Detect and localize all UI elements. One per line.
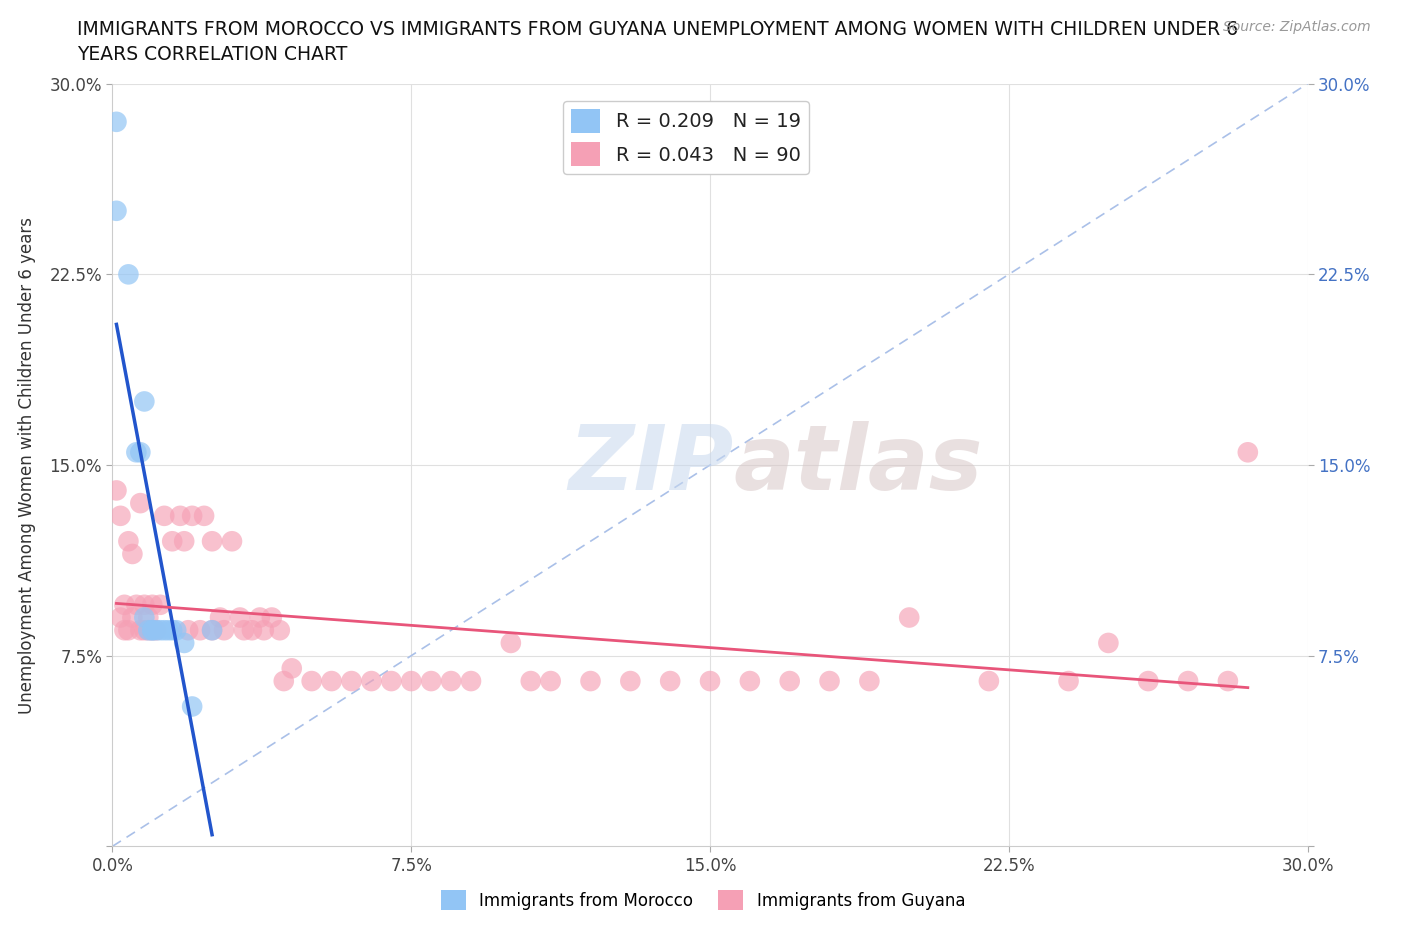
Point	[105, 114, 128, 129]
Point	[162, 623, 183, 638]
Point	[110, 610, 132, 625]
Point	[129, 445, 152, 459]
Point	[134, 394, 156, 409]
Text: YEARS CORRELATION CHART: YEARS CORRELATION CHART	[77, 45, 347, 63]
Point	[149, 623, 172, 638]
Point	[619, 673, 641, 688]
Point	[340, 673, 363, 688]
Point	[181, 699, 204, 714]
Point	[117, 623, 139, 638]
Point	[360, 673, 382, 688]
Point	[201, 623, 224, 638]
Point	[1097, 635, 1119, 650]
Point	[114, 597, 135, 612]
Point	[1216, 673, 1239, 688]
Point	[233, 623, 256, 638]
Point	[157, 623, 180, 638]
Point	[540, 673, 562, 688]
Point	[1177, 673, 1199, 688]
Point	[193, 509, 215, 524]
Point	[249, 610, 271, 625]
Point	[579, 673, 602, 688]
Point	[138, 623, 160, 638]
Point	[153, 623, 176, 638]
Point	[201, 623, 224, 638]
Point	[273, 673, 295, 688]
Point	[141, 597, 163, 612]
Point	[520, 673, 543, 688]
Point	[460, 673, 482, 688]
Point	[188, 623, 211, 638]
Point	[212, 623, 235, 638]
Text: ZIP: ZIP	[568, 421, 734, 509]
Point	[134, 597, 156, 612]
Point	[134, 610, 156, 625]
Point	[260, 610, 283, 625]
Text: Source: ZipAtlas.com: Source: ZipAtlas.com	[1223, 20, 1371, 34]
Point	[141, 623, 163, 638]
Point	[281, 661, 304, 676]
Point	[221, 534, 243, 549]
Point	[1137, 673, 1160, 688]
Point	[499, 635, 522, 650]
Point	[134, 623, 156, 638]
Point	[125, 597, 148, 612]
Point	[125, 445, 148, 459]
Point	[105, 483, 128, 498]
Legend: R = 0.209   N = 19, R = 0.043   N = 90: R = 0.209 N = 19, R = 0.043 N = 90	[564, 101, 808, 174]
Point	[181, 509, 204, 524]
Point	[738, 673, 761, 688]
Point	[1057, 673, 1080, 688]
Point	[117, 267, 139, 282]
Point	[898, 610, 921, 625]
Point	[162, 534, 183, 549]
Point	[138, 623, 160, 638]
Point	[121, 547, 143, 562]
Point	[269, 623, 291, 638]
Point	[240, 623, 263, 638]
Point	[209, 610, 232, 625]
Point	[169, 509, 191, 524]
Text: IMMIGRANTS FROM MOROCCO VS IMMIGRANTS FROM GUYANA UNEMPLOYMENT AMONG WOMEN WITH : IMMIGRANTS FROM MOROCCO VS IMMIGRANTS FR…	[77, 20, 1239, 39]
Point	[149, 597, 172, 612]
Point	[779, 673, 801, 688]
Point	[977, 673, 1000, 688]
Point	[699, 673, 721, 688]
Point	[201, 534, 224, 549]
Point	[440, 673, 463, 688]
Point	[114, 623, 135, 638]
Point	[420, 673, 443, 688]
Point	[129, 623, 152, 638]
Point	[229, 610, 252, 625]
Point	[401, 673, 423, 688]
Point	[321, 673, 343, 688]
Legend: Immigrants from Morocco, Immigrants from Guyana: Immigrants from Morocco, Immigrants from…	[434, 884, 972, 917]
Point	[145, 623, 167, 638]
Point	[141, 623, 163, 638]
Point	[129, 496, 152, 511]
Point	[153, 509, 176, 524]
Point	[858, 673, 880, 688]
Point	[138, 610, 160, 625]
Point	[818, 673, 841, 688]
Point	[301, 673, 323, 688]
Point	[110, 509, 132, 524]
Point	[659, 673, 682, 688]
Point	[117, 534, 139, 549]
Y-axis label: Unemployment Among Women with Children Under 6 years: Unemployment Among Women with Children U…	[17, 217, 35, 713]
Point	[145, 623, 167, 638]
Text: atlas: atlas	[734, 421, 983, 509]
Point	[1237, 445, 1260, 459]
Point	[380, 673, 402, 688]
Point	[253, 623, 276, 638]
Point	[141, 623, 163, 638]
Point	[173, 635, 195, 650]
Point	[165, 623, 187, 638]
Point	[173, 534, 195, 549]
Point	[105, 204, 128, 219]
Point	[177, 623, 200, 638]
Point	[121, 610, 143, 625]
